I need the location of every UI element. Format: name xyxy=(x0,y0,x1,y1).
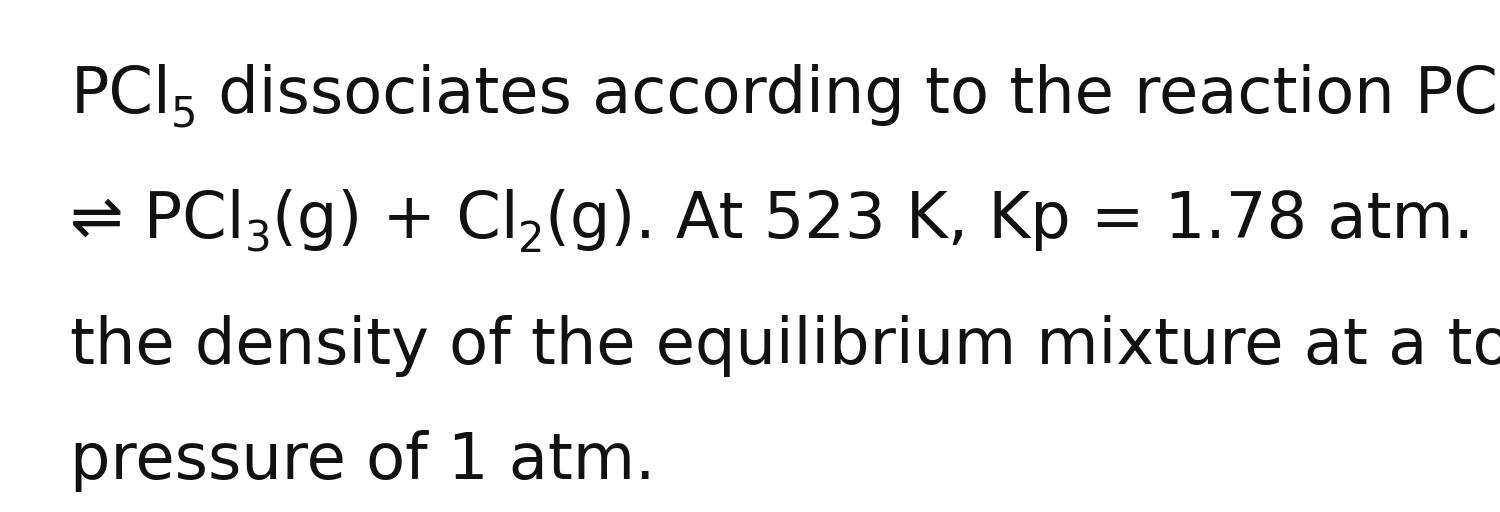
Text: ⇌ PCl: ⇌ PCl xyxy=(70,189,244,251)
Text: PCl: PCl xyxy=(70,63,171,125)
Text: 5: 5 xyxy=(171,94,198,136)
Text: pressure of 1 atm.: pressure of 1 atm. xyxy=(70,430,656,492)
Text: (g) + Cl: (g) + Cl xyxy=(272,189,519,251)
Text: dissociates according to the reaction PCl: dissociates according to the reaction PC… xyxy=(198,63,1500,125)
Text: the density of the equilibrium mixture at a total: the density of the equilibrium mixture a… xyxy=(70,314,1500,376)
Text: 3: 3 xyxy=(244,219,272,261)
Text: 2: 2 xyxy=(519,219,544,261)
Text: (g). At 523 K, Kp = 1.78 atm. Find: (g). At 523 K, Kp = 1.78 atm. Find xyxy=(544,189,1500,251)
